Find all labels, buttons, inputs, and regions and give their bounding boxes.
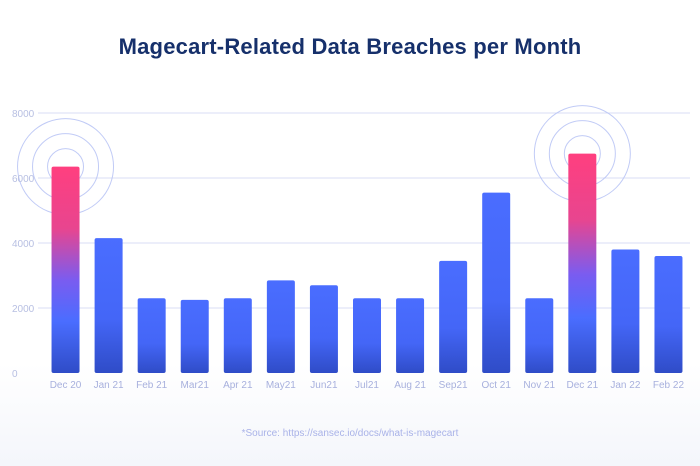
x-tick-label: Jan 22 <box>610 380 640 391</box>
y-tick-label: 0 <box>12 369 18 380</box>
bar-nov-21 <box>525 298 554 373</box>
bar-oct-21 <box>482 192 511 373</box>
y-tick-label: 8000 <box>12 109 35 120</box>
x-tick-label: May21 <box>266 380 296 391</box>
x-tick-label: Nov 21 <box>523 380 555 391</box>
x-tick-label: Dec 20 <box>50 380 82 391</box>
x-tick-label: Sep21 <box>439 380 468 391</box>
bar-dec-20 <box>51 166 80 373</box>
x-tick-label: Oct 21 <box>481 380 511 391</box>
x-tick-label: Feb 22 <box>653 380 685 391</box>
bar-jan-21 <box>94 238 123 373</box>
bar-feb-21 <box>137 298 166 373</box>
x-tick-label: Jun21 <box>310 380 338 391</box>
bar-dec-21 <box>568 153 597 373</box>
bar-jul21 <box>353 298 381 373</box>
y-tick-label: 2000 <box>12 304 35 315</box>
bars <box>51 153 683 373</box>
bar-mar21 <box>180 299 209 373</box>
chart-title: Magecart-Related Data Breaches per Month <box>118 34 582 59</box>
bar-aug-21 <box>396 298 425 373</box>
x-axis-ticks: Dec 20 Jan 21 Feb 21 Mar21 Apr 21 May21 Jun21 J… <box>50 380 685 391</box>
source-note: *Source: https://sansec.io/docs/what-is-… <box>241 428 459 439</box>
bar-jun21 <box>309 285 338 373</box>
bar-feb-22 <box>654 256 683 373</box>
highlight-rings <box>17 105 631 216</box>
y-tick-label: 6000 <box>12 174 35 185</box>
bar-apr-21 <box>223 298 252 373</box>
x-tick-label: Feb 21 <box>136 380 168 391</box>
y-axis-ticks: 0 2000 4000 6000 8000 <box>12 109 35 380</box>
x-tick-label: Aug 21 <box>394 380 426 391</box>
bar-sep21 <box>439 260 468 373</box>
y-tick-label: 4000 <box>12 239 35 250</box>
x-tick-label: Jul21 <box>355 380 379 391</box>
x-tick-label: Dec 21 <box>566 380 598 391</box>
x-tick-label: Jan 21 <box>94 380 124 391</box>
x-tick-label: Apr 21 <box>223 380 253 391</box>
x-tick-label: Mar21 <box>181 380 210 391</box>
bar-may21 <box>266 280 295 373</box>
bar-jan-22 <box>611 249 640 373</box>
